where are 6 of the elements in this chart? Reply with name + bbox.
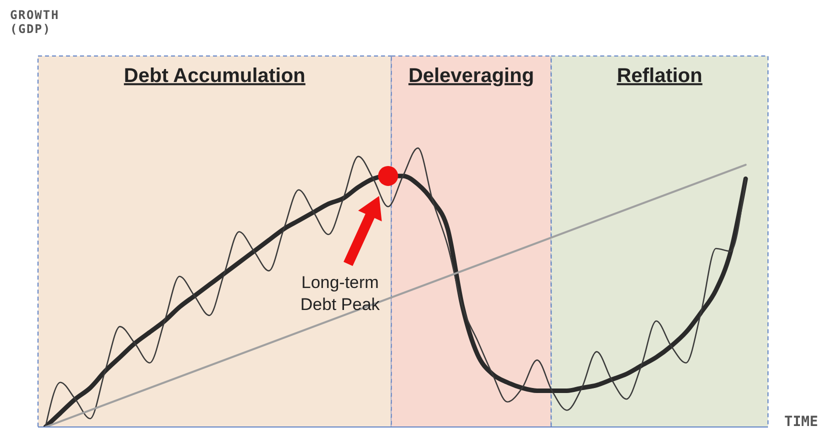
text: Deleveraging	[408, 65, 534, 88]
text: Debt Accumulation	[124, 65, 306, 88]
text: Reflation	[616, 65, 702, 88]
text: GROWTH (GDP)	[10, 8, 60, 36]
x-axis-title: TIME	[784, 414, 818, 430]
annotation: Long-term Debt Peak	[300, 272, 380, 314]
